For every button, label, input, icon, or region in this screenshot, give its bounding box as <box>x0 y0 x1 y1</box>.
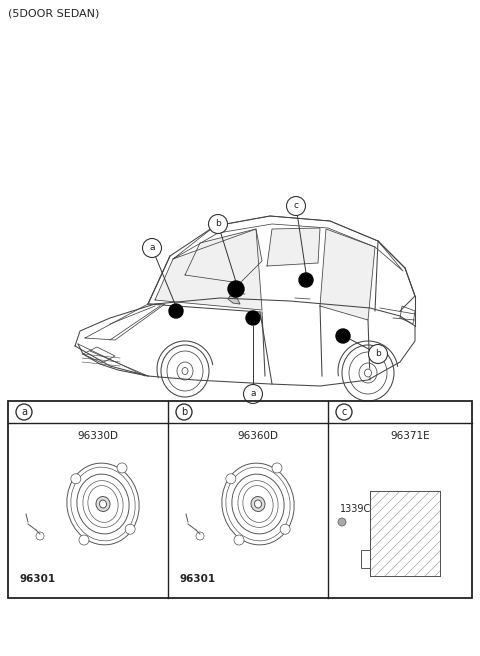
Circle shape <box>299 273 313 287</box>
Text: c: c <box>341 407 347 417</box>
Polygon shape <box>320 229 375 320</box>
Text: b: b <box>181 407 187 417</box>
Circle shape <box>272 463 282 473</box>
Ellipse shape <box>254 500 262 508</box>
Text: c: c <box>293 201 299 211</box>
Polygon shape <box>228 296 240 304</box>
Text: a: a <box>21 407 27 417</box>
Text: a: a <box>250 390 256 398</box>
Text: b: b <box>375 350 381 358</box>
Text: 96360D: 96360D <box>238 431 278 441</box>
Circle shape <box>125 524 135 534</box>
Bar <box>370 491 440 576</box>
Circle shape <box>228 281 244 297</box>
Text: 96371E: 96371E <box>390 431 430 441</box>
Text: 96301: 96301 <box>20 574 56 584</box>
Circle shape <box>243 384 263 403</box>
Text: b: b <box>215 220 221 228</box>
Polygon shape <box>155 229 262 310</box>
Bar <box>361 550 370 568</box>
Circle shape <box>336 329 350 343</box>
Circle shape <box>338 518 346 526</box>
Circle shape <box>234 535 244 545</box>
Ellipse shape <box>364 369 372 377</box>
Circle shape <box>246 311 260 325</box>
Polygon shape <box>185 229 262 283</box>
Circle shape <box>287 197 305 216</box>
Text: (5DOOR SEDAN): (5DOOR SEDAN) <box>8 8 99 18</box>
Ellipse shape <box>251 497 265 512</box>
Text: 1339CC: 1339CC <box>340 504 378 514</box>
Circle shape <box>369 344 387 363</box>
Circle shape <box>117 463 127 473</box>
Ellipse shape <box>182 367 188 375</box>
Circle shape <box>208 215 228 234</box>
Circle shape <box>336 404 352 420</box>
Bar <box>8 401 472 598</box>
Text: 96301: 96301 <box>180 574 216 584</box>
Circle shape <box>169 304 183 318</box>
Circle shape <box>71 474 81 483</box>
Text: a: a <box>149 243 155 253</box>
Circle shape <box>79 535 89 545</box>
Circle shape <box>280 524 290 534</box>
Ellipse shape <box>96 497 110 512</box>
Circle shape <box>143 239 161 258</box>
Polygon shape <box>267 228 320 266</box>
Circle shape <box>226 474 236 483</box>
Bar <box>370 491 440 576</box>
Circle shape <box>16 404 32 420</box>
Circle shape <box>176 404 192 420</box>
Ellipse shape <box>99 500 107 508</box>
Text: 96330D: 96330D <box>77 431 119 441</box>
